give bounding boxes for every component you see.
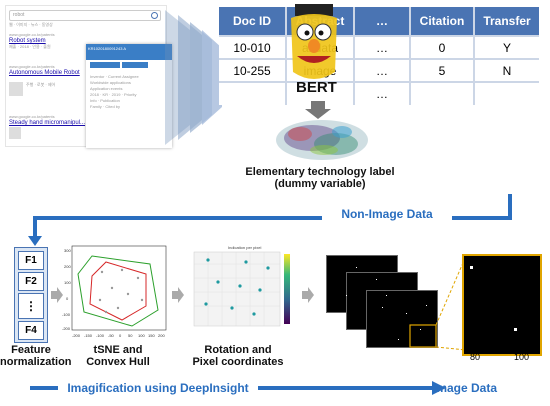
x-tick: 50 [128, 333, 133, 338]
y-tick: -100 [62, 312, 71, 317]
x-tick: -100 [96, 333, 105, 338]
down-arrow [305, 101, 331, 119]
result-title-3: Steady hand micromanipul... [9, 120, 86, 126]
cell: N [475, 60, 539, 81]
x-tick: -50 [108, 333, 115, 338]
funnel-arrows [165, 10, 222, 145]
feature-column: F1 F2 ⋮ F4 [14, 247, 48, 343]
elementary-tech-label: Elementary technology label (dummy varia… [245, 166, 395, 190]
cell: … [355, 37, 409, 58]
search-icon[interactable] [151, 12, 158, 19]
cell: 5 [411, 60, 473, 81]
result-2[interactable]: www.google.co.kr/patents Autonomous Mobi… [9, 64, 87, 104]
cell [411, 83, 473, 105]
search-query: robot [13, 12, 25, 18]
cluster-scatter [276, 120, 368, 160]
non-image-arrow [28, 194, 512, 246]
result-thumbnail [9, 127, 21, 139]
pixel-dot [514, 328, 517, 331]
feature-f2: F2 [18, 272, 44, 291]
non-image-label: Non-Image Data [322, 207, 452, 221]
image-data-label: Image Data [432, 381, 498, 395]
find-similar-button[interactable] [122, 62, 148, 68]
feature-f4: F4 [18, 321, 44, 340]
col-header-ellipsis: … [355, 7, 409, 35]
zoom-tick-100: 100 [514, 352, 530, 362]
y-tick: -200 [62, 326, 71, 331]
download-button[interactable] [90, 62, 120, 68]
x-tick: 100 [138, 333, 145, 338]
bert-mascot [291, 4, 337, 79]
rotation-label: Rotation and Pixel coordinates [192, 344, 284, 368]
result-thumbnail [9, 82, 23, 96]
search-bar[interactable]: robot [9, 10, 161, 21]
feature-ellipsis: ⋮ [18, 293, 44, 319]
result-title-1: Robot system [9, 38, 46, 44]
x-tick: 0 [119, 333, 122, 338]
cell: 10-010 [219, 37, 285, 58]
cell: 0 [411, 37, 473, 58]
zoomed-image [462, 254, 542, 356]
cell: 10-255 [219, 60, 285, 81]
result-title-2: Autonomous Mobile Robot [9, 70, 80, 76]
step-arrow [51, 287, 63, 303]
x-tick: -200 [72, 333, 81, 338]
bert-label: BERT [296, 79, 337, 96]
y-tick: 0 [66, 296, 69, 301]
result-3[interactable]: www.google.co.kr/patents Steady hand mic… [9, 114, 87, 144]
feature-norm-label: Feature normalization [0, 344, 72, 368]
x-tick: -150 [84, 333, 93, 338]
cell: … [355, 60, 409, 81]
y-tick: 100 [64, 280, 71, 285]
zoom-connector [435, 255, 467, 351]
y-tick: 200 [64, 264, 71, 269]
tsne-label: tSNE and Convex Hull [86, 344, 150, 368]
search-results-panel: robot 웹 · 이미지 · 뉴스 · 동영상 www.google.co.k… [5, 5, 172, 148]
y-tick: 300 [64, 248, 71, 253]
pixel-plot-title: Indication per pixel [228, 245, 261, 250]
x-tick: 150 [148, 333, 155, 338]
step-arrow [172, 287, 184, 303]
x-tick: 200 [158, 333, 165, 338]
pixel-dot [470, 266, 473, 269]
image-pixels [346, 267, 437, 348]
image-stack-front [366, 290, 438, 348]
data-table: Doc ID Abstract … Citation Transfer 10-0… [219, 7, 539, 105]
col-header-citation: Citation [411, 7, 473, 35]
cell [287, 83, 353, 105]
result-1[interactable]: www.google.co.kr/patents Robot system 제출… [9, 32, 89, 58]
cell: … [355, 83, 409, 105]
imagification-label: Imagification using DeepInsight [58, 381, 258, 395]
col-header-docid: Doc ID [219, 7, 285, 35]
cell: Y [475, 37, 539, 58]
cell [219, 83, 285, 105]
tabs-row: 웹 · 이미지 · 뉴스 · 동영상 [9, 22, 53, 27]
popup-header: KR1020180091243 A [86, 44, 172, 60]
feature-f1: F1 [18, 251, 44, 270]
step-arrow [302, 287, 314, 303]
zoom-tick-80: 80 [470, 352, 481, 362]
cell [475, 83, 539, 105]
pixel-coordinate-plot: Indication per pixel [193, 245, 290, 327]
col-header-transfer: Transfer [475, 7, 539, 35]
tsne-convex-hull-plot: 300 200 100 0 -100 -200 -200 -150 -100 -… [62, 245, 167, 338]
patent-popup-card: KR1020180091243 A Inventor · Current Ass… [86, 44, 172, 148]
